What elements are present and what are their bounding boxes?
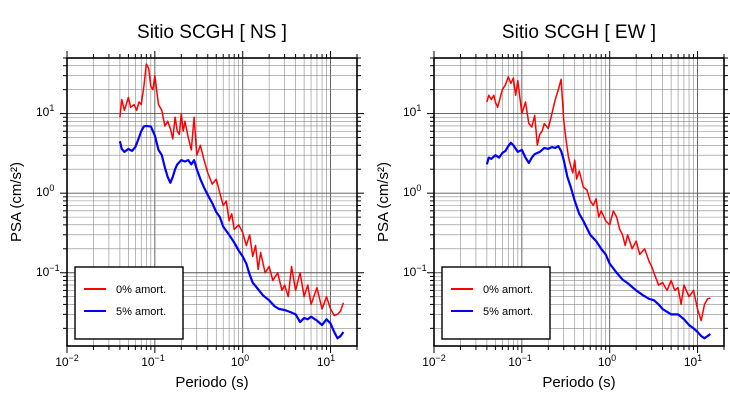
y-tick-labels: 10−1 100 101 (403, 103, 427, 279)
y-axis-label: PSA (cm/s²) (375, 162, 392, 242)
axis-ticks (60, 51, 364, 353)
y-tick-label: 101 (403, 103, 421, 119)
chart-title: Sitio SCGH [ NS ] (137, 22, 287, 43)
y-tick-labels: 10−1 100 101 (36, 103, 60, 279)
x-tick-label: 101 (684, 353, 702, 369)
plot-series (118, 63, 345, 340)
x-axis-label: Periodo (s) (175, 374, 248, 391)
plot-frame (66, 57, 358, 347)
x-tick-labels: 10−2 10−1 100 101 (55, 353, 335, 369)
x-tick-labels: 10−2 10−1 100 101 (422, 353, 702, 369)
y-tick-label: 100 (36, 183, 54, 199)
legend: 0% amort. 5% amort. (74, 266, 184, 340)
x-tick-label: 100 (598, 353, 616, 369)
x-tick-label: 10−1 (508, 353, 532, 369)
x-tick-label: 10−2 (422, 353, 446, 369)
x-tick-label: 101 (317, 353, 335, 369)
y-tick-label: 10−1 (36, 263, 60, 279)
x-tick-label: 100 (231, 353, 249, 369)
legend-label-1: 5% amort. (116, 306, 166, 318)
x-tick-label: 10−1 (141, 353, 165, 369)
y-tick-label: 100 (403, 183, 421, 199)
x-axis-label: Periodo (s) (542, 374, 615, 391)
x-tick-label: 10−2 (55, 353, 79, 369)
chart-title: Sitio SCGH [ EW ] (502, 22, 656, 43)
legend-label-0: 0% amort. (116, 284, 166, 296)
y-tick-label: 10−1 (403, 263, 427, 279)
chart-ew: Sitio SCGH [ EW ] 10−2 10−1 100 101 10−1… (375, 22, 730, 391)
plot-frame (433, 57, 725, 347)
series-line-damping-0 (119, 63, 345, 317)
legend-label-1: 5% amort. (483, 306, 533, 318)
series-line-damping-5 (118, 124, 345, 340)
plot-series (485, 76, 712, 340)
legend-box (441, 266, 551, 340)
legend-box (74, 266, 184, 340)
legend: 0% amort. 5% amort. (441, 266, 551, 340)
series-line-damping-5 (485, 141, 712, 340)
legend-label-0: 0% amort. (483, 284, 533, 296)
y-axis-label: PSA (cm/s²) (8, 162, 25, 242)
chart-ns: Sitio SCGH [ NS ] 10−2 10−1 100 101 10−1… (8, 22, 364, 391)
series-line-damping-0 (486, 76, 711, 322)
y-tick-label: 101 (36, 103, 54, 119)
